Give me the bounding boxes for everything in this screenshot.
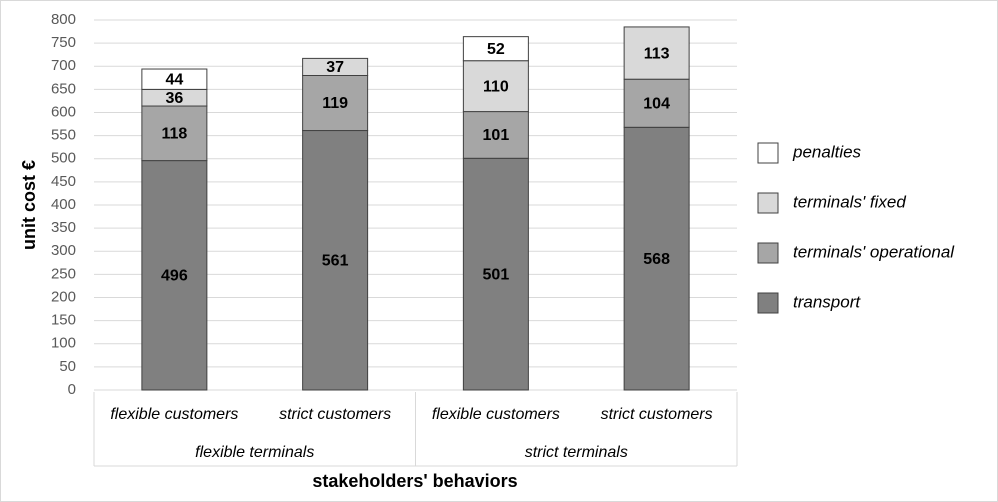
y-tick-label: 700 xyxy=(51,57,76,74)
y-tick-label: 800 xyxy=(51,11,76,28)
group-label: strict terminals xyxy=(525,444,628,461)
value-label: 118 xyxy=(161,126,187,143)
value-label: 496 xyxy=(161,268,188,285)
y-tick-label: 200 xyxy=(51,288,76,305)
x-tick-label: strict customers xyxy=(601,406,713,423)
y-axis-label: unit cost € xyxy=(19,160,39,250)
y-tick-label: 750 xyxy=(51,34,76,51)
y-tick-label: 500 xyxy=(51,150,76,167)
y-tick-label: 650 xyxy=(51,80,76,97)
bar-segment xyxy=(141,105,208,162)
y-tick-label: 100 xyxy=(51,335,76,352)
bar-segment xyxy=(623,126,690,391)
bar-segment xyxy=(462,36,529,62)
bar-segment xyxy=(302,57,369,76)
bar-segment xyxy=(141,68,208,90)
y-tick-label: 550 xyxy=(51,127,76,144)
value-label: 104 xyxy=(643,95,670,112)
x-tick-label: strict customers xyxy=(279,406,391,423)
value-label: 44 xyxy=(165,71,183,88)
bar-segment xyxy=(302,130,369,391)
bar-segment xyxy=(302,75,369,132)
legend-label: penalties xyxy=(792,142,862,161)
value-label: 52 xyxy=(487,41,505,58)
legend-swatch xyxy=(757,292,779,314)
value-label: 113 xyxy=(644,45,670,62)
legend-swatch xyxy=(757,142,779,164)
value-label: 110 xyxy=(483,78,509,95)
bar-segment xyxy=(623,26,690,80)
x-tick-label: flexible customers xyxy=(432,406,560,423)
value-label: 501 xyxy=(483,266,510,283)
x-axis-label: stakeholders' behaviors xyxy=(312,471,517,491)
value-label: 561 xyxy=(322,252,349,269)
value-label: 568 xyxy=(643,251,670,268)
legend-label: terminals' fixed xyxy=(793,192,906,211)
y-tick-label: 50 xyxy=(59,358,76,375)
legend-label: terminals' operational xyxy=(793,242,955,261)
value-label: 37 xyxy=(326,59,344,76)
y-tick-label: 150 xyxy=(51,312,76,329)
x-tick-label: flexible customers xyxy=(110,406,238,423)
value-label: 101 xyxy=(483,127,510,144)
y-tick-label: 600 xyxy=(51,103,76,120)
value-label: 119 xyxy=(322,95,348,112)
y-tick-label: 450 xyxy=(51,173,76,190)
bar-segment xyxy=(141,160,208,391)
legend-swatch xyxy=(757,242,779,264)
bar-segment xyxy=(462,157,529,391)
value-label: 36 xyxy=(165,90,183,107)
bar-segment xyxy=(623,78,690,128)
y-tick-label: 350 xyxy=(51,219,76,236)
y-tick-label: 400 xyxy=(51,196,76,213)
bar-segment xyxy=(462,111,529,159)
legend-swatch xyxy=(757,192,779,214)
y-tick-label: 0 xyxy=(68,381,76,398)
y-tick-label: 250 xyxy=(51,265,76,282)
legend-label: transport xyxy=(793,292,861,311)
group-label: flexible terminals xyxy=(195,444,314,461)
y-tick-label: 300 xyxy=(51,242,76,259)
